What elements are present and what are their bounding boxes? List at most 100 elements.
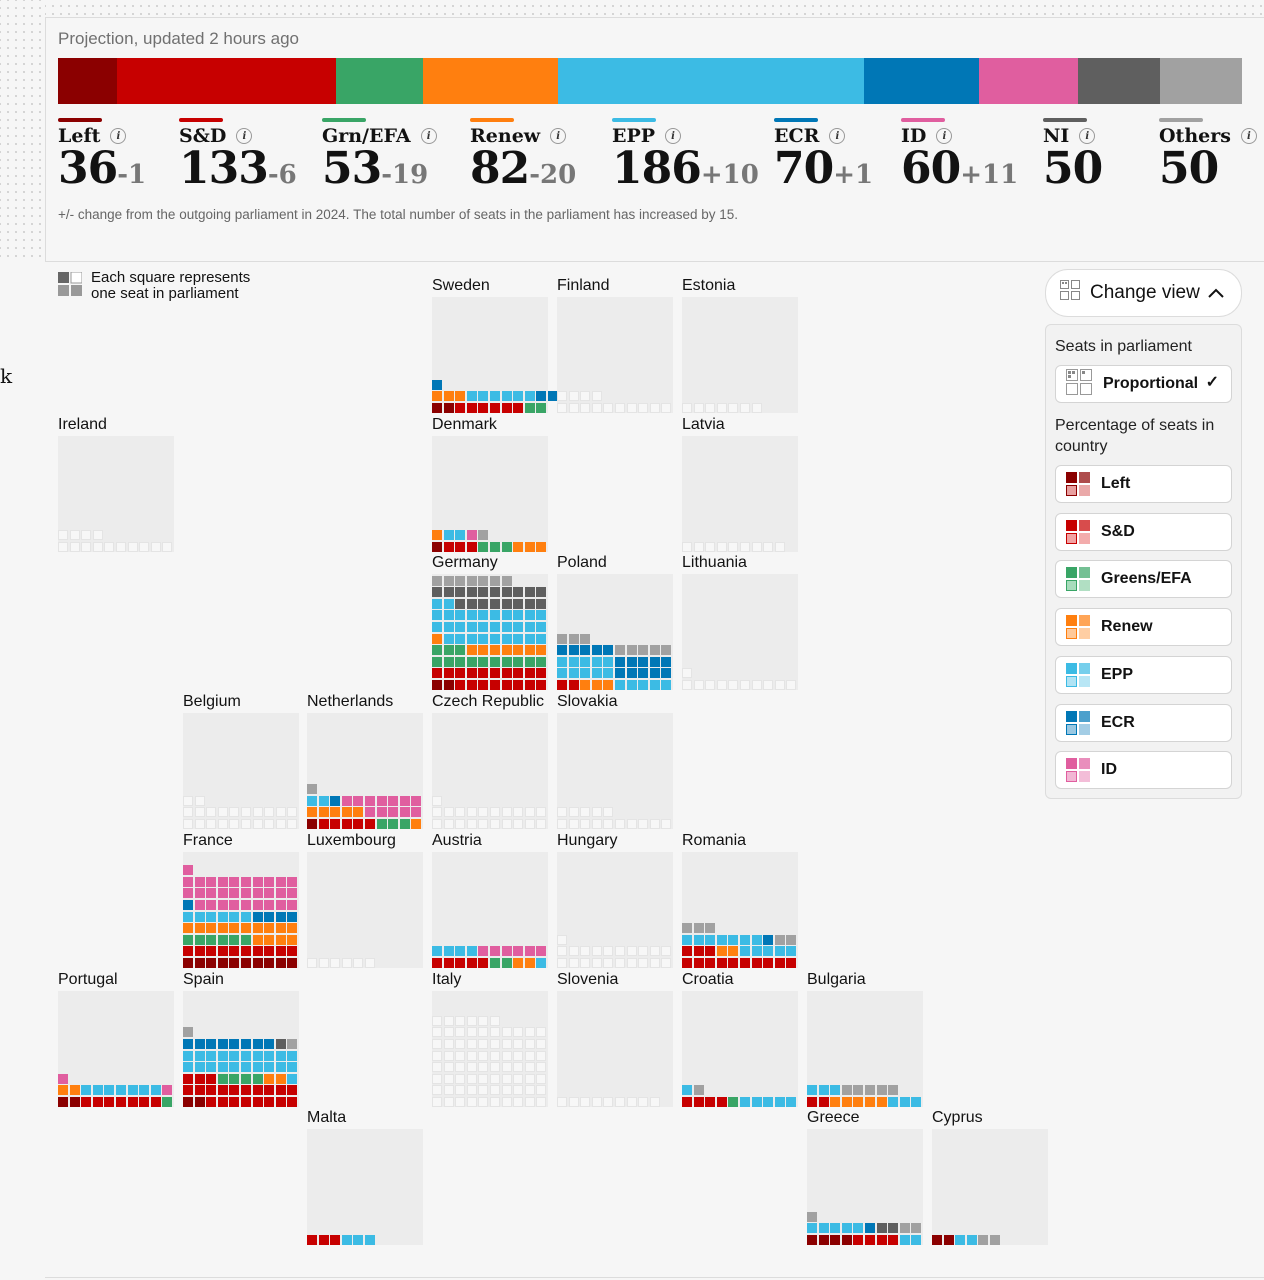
party-color-line xyxy=(1043,118,1087,122)
seat-square-id xyxy=(217,888,228,899)
seat-square-empty xyxy=(478,1097,489,1107)
seat-square-sd xyxy=(194,1085,205,1096)
seat-square-sd xyxy=(478,668,489,679)
seat-square-epp xyxy=(341,1235,352,1245)
seat-square-grn xyxy=(432,645,442,656)
info-icon[interactable]: i xyxy=(420,128,437,144)
seat-square-others xyxy=(876,1085,887,1096)
seat-square-sd xyxy=(455,680,466,690)
seat-square-empty xyxy=(524,1085,535,1096)
seat-square-empty xyxy=(264,807,275,818)
info-icon[interactable]: i xyxy=(550,128,567,144)
change-view-button[interactable]: Change view xyxy=(1045,269,1242,317)
seat-square-ni xyxy=(466,598,477,609)
seat-square-id xyxy=(229,876,240,887)
seat-square-others xyxy=(490,575,500,586)
seat-square-empty xyxy=(682,680,692,690)
seat-square-empty xyxy=(513,819,524,829)
seat-square-left xyxy=(264,958,275,968)
seat-square-others xyxy=(705,923,716,934)
info-icon[interactable]: i xyxy=(236,128,253,144)
seat-square-ni xyxy=(513,587,524,598)
seat-square-sd xyxy=(888,1235,899,1245)
seat-square-empty xyxy=(466,807,477,818)
seat-square-others xyxy=(478,530,489,541)
party-name: EPP xyxy=(612,125,656,147)
seat-square-empty xyxy=(524,807,535,818)
seat-square-ni xyxy=(876,1223,887,1234)
seat-square-sd xyxy=(139,1097,150,1107)
seat-square-empty xyxy=(557,934,567,945)
info-icon[interactable]: i xyxy=(110,128,127,144)
seat-square-empty xyxy=(183,807,193,818)
seat-square-epp xyxy=(536,958,547,968)
seat-square-epp xyxy=(287,1073,298,1084)
seat-square-empty xyxy=(524,1050,535,1061)
info-icon[interactable]: i xyxy=(665,128,682,144)
seat-square-grn xyxy=(252,1073,263,1084)
seat-square-empty xyxy=(682,403,692,413)
seat-square-empty xyxy=(443,1015,454,1026)
view-option-epp[interactable]: EPP xyxy=(1055,655,1232,694)
projection-updated-text: Projection, updated 2 hours ago xyxy=(58,29,300,48)
seat-square-epp xyxy=(763,946,774,957)
country-name: Lithuania xyxy=(682,554,747,571)
seat-square-sd xyxy=(104,1097,115,1107)
seat-square-others xyxy=(786,934,797,945)
seat-square-epp xyxy=(443,633,454,644)
seat-square-epp xyxy=(183,1050,193,1061)
seat-square-epp xyxy=(353,1235,364,1245)
view-option-ecr[interactable]: ECR xyxy=(1055,703,1232,742)
seat-square-empty xyxy=(194,819,205,829)
seat-square-grn xyxy=(399,819,410,829)
seat-square-grn xyxy=(490,958,500,968)
country-seat-box xyxy=(183,713,299,829)
view-option-id[interactable]: ID xyxy=(1055,751,1232,790)
seat-square-empty xyxy=(252,819,263,829)
seat-square-empty xyxy=(603,958,614,968)
seat-square-renew xyxy=(69,1085,80,1096)
view-option-left[interactable]: Left xyxy=(1055,465,1232,503)
seat-square-others xyxy=(580,633,591,644)
seat-square-empty xyxy=(603,403,614,413)
seat-square-empty xyxy=(513,1073,524,1084)
info-icon[interactable]: i xyxy=(936,128,953,144)
seat-square-others xyxy=(807,1211,817,1222)
seat-square-left xyxy=(443,680,454,690)
view-option-renew[interactable]: Renew xyxy=(1055,608,1232,647)
seat-square-epp xyxy=(661,680,672,690)
info-icon[interactable]: i xyxy=(1079,128,1096,144)
party-total-ecr: ECR i 70+1 xyxy=(774,118,873,199)
seat-square-empty xyxy=(455,1050,466,1061)
seat-bar-segment-renew xyxy=(423,58,558,104)
view-option-s-d[interactable]: S&D xyxy=(1055,512,1232,551)
seat-square-empty xyxy=(591,958,602,968)
info-icon[interactable]: i xyxy=(829,128,846,144)
seat-square-id xyxy=(513,946,524,957)
seat-square-epp xyxy=(490,622,500,632)
seat-square-ecr xyxy=(264,911,275,922)
seat-square-sd xyxy=(478,958,489,968)
country-name: Spain xyxy=(183,971,224,988)
seat-square-empty xyxy=(536,1085,547,1096)
seat-square-ni xyxy=(524,598,535,609)
seat-square-grn xyxy=(241,1073,251,1084)
seat-square-sd xyxy=(252,946,263,957)
seat-square-sd xyxy=(455,668,466,679)
seat-square-epp xyxy=(513,622,524,632)
seat-square-sd xyxy=(466,680,477,690)
seat-square-empty xyxy=(501,1027,512,1038)
seat-square-empty xyxy=(638,958,649,968)
country-name: Hungary xyxy=(557,832,618,849)
seat-square-empty xyxy=(568,1097,579,1107)
proportional-option[interactable]: Proportional ✓ xyxy=(1055,365,1232,403)
info-icon[interactable]: i xyxy=(1240,128,1257,144)
seat-square-grn xyxy=(455,645,466,656)
seat-square-sd xyxy=(876,1235,887,1245)
seat-square-sd xyxy=(455,542,466,552)
country-name: Estonia xyxy=(682,277,736,294)
seat-square-sd xyxy=(682,958,692,968)
seat-square-empty xyxy=(626,1097,637,1107)
view-option-greens-efa[interactable]: Greens/EFA xyxy=(1055,560,1232,599)
seat-square-empty xyxy=(513,1085,524,1096)
